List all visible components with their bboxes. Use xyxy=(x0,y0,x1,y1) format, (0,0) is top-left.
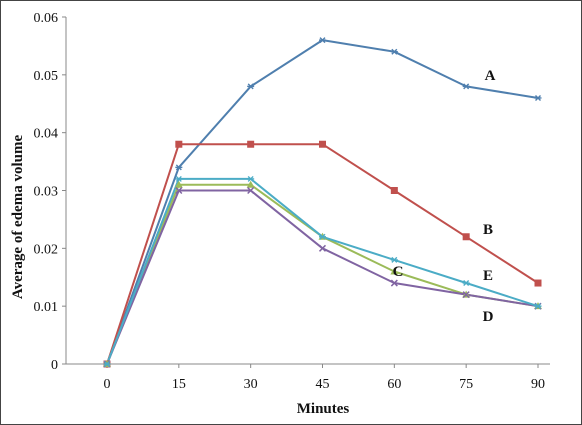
series-label-e: E xyxy=(483,268,493,284)
data-point-e xyxy=(247,175,255,182)
x-tick-label: 30 xyxy=(244,377,258,392)
series-markers xyxy=(103,37,542,368)
x-tick-label: 0 xyxy=(104,377,111,392)
data-point-a xyxy=(390,48,398,55)
data-point-b xyxy=(390,187,398,194)
y-axis-ticks: 0 0.01 0.02 0.03 0.04 0.05 0.06 xyxy=(34,11,66,373)
data-point-e xyxy=(319,233,326,240)
data-point-a xyxy=(534,94,542,101)
data-point-e xyxy=(534,303,542,310)
data-point-b xyxy=(319,140,326,148)
y-tick-label: 0.06 xyxy=(34,11,59,26)
axes xyxy=(65,17,550,365)
series-line-c xyxy=(106,183,539,365)
data-point-b xyxy=(175,140,183,148)
series-label-a: A xyxy=(485,68,496,84)
data-point-a xyxy=(462,83,470,90)
x-tick-label: 15 xyxy=(172,377,186,392)
data-point-c xyxy=(390,267,399,275)
data-point-e xyxy=(175,175,183,182)
series-line-d xyxy=(106,189,539,365)
y-tick-label: 0 xyxy=(51,358,58,373)
series-labels: A B C D E xyxy=(393,68,496,325)
y-tick-label: 0.02 xyxy=(34,242,59,257)
y-tick-label: 0.03 xyxy=(34,185,59,200)
y-axis-title: Average of edema volume xyxy=(10,135,26,300)
data-point-d xyxy=(318,244,327,252)
data-point-a xyxy=(175,164,183,171)
x-tick-label: 90 xyxy=(531,377,545,392)
data-point-e xyxy=(462,280,470,287)
data-point-d xyxy=(175,186,183,195)
data-point-d xyxy=(462,291,470,299)
data-point-a xyxy=(319,37,326,44)
y-tick-label: 0.01 xyxy=(34,300,59,315)
data-point-c xyxy=(246,180,255,188)
data-point-b xyxy=(534,279,542,287)
x-axis-title: Minutes xyxy=(297,401,350,417)
series-label-d: D xyxy=(483,309,494,325)
x-axis-ticks: 0 15 30 45 60 75 90 xyxy=(104,364,545,392)
series-line-b xyxy=(106,143,539,365)
series-label-c: C xyxy=(393,264,404,280)
x-tick-label: 75 xyxy=(459,377,473,392)
series-label-b: B xyxy=(483,222,493,238)
data-point-b xyxy=(247,140,255,148)
x-tick-label: 45 xyxy=(316,377,330,392)
y-tick-label: 0.04 xyxy=(34,127,59,142)
y-tick-label: 0.05 xyxy=(34,69,59,84)
series-lines xyxy=(106,39,539,365)
data-point-e xyxy=(103,361,111,367)
data-point-b xyxy=(462,233,470,241)
x-tick-label: 60 xyxy=(387,377,401,392)
data-point-d xyxy=(390,279,398,287)
data-point-a xyxy=(247,83,255,90)
data-point-d xyxy=(247,186,255,195)
data-point-e xyxy=(390,256,398,263)
data-point-c xyxy=(174,180,183,188)
